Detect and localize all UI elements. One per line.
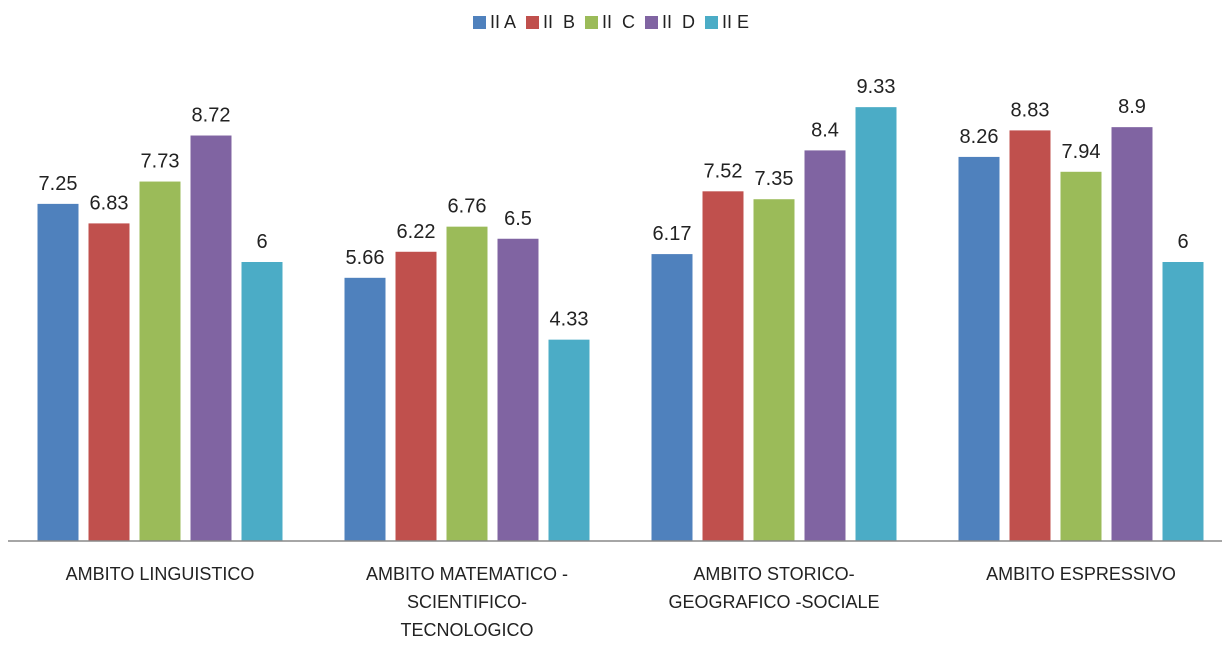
legend-label: II A bbox=[489, 12, 516, 32]
data-label: 7.73 bbox=[141, 151, 180, 173]
data-label: 7.25 bbox=[39, 173, 78, 195]
x-tick-label: AMBITO MATEMATICO - SCIENTIFICO-TECNOLOG… bbox=[366, 564, 568, 640]
legend-swatch bbox=[584, 16, 598, 29]
data-label: 8.9 bbox=[1118, 96, 1146, 118]
legend-item: II D bbox=[645, 12, 695, 33]
bar bbox=[855, 107, 897, 541]
data-label: 9.33 bbox=[857, 76, 896, 98]
bar bbox=[446, 226, 488, 541]
legend-item: II B bbox=[525, 12, 575, 33]
data-label: 6.5 bbox=[504, 208, 532, 230]
data-label: 5.66 bbox=[346, 247, 385, 269]
data-label: 6 bbox=[256, 231, 267, 253]
data-label: 8.83 bbox=[1011, 99, 1050, 121]
bar bbox=[702, 191, 744, 541]
bar bbox=[344, 277, 386, 541]
bar bbox=[804, 150, 846, 541]
bar bbox=[88, 223, 130, 541]
bar bbox=[1162, 262, 1204, 541]
legend: II A II B II C II D II E bbox=[0, 12, 1222, 33]
bar bbox=[958, 156, 1000, 541]
x-tick-label: AMBITO STORICO-GEOGRAFICO -SOCIALE bbox=[668, 564, 880, 612]
legend-label: II B bbox=[542, 12, 575, 32]
legend-swatch bbox=[645, 16, 658, 29]
bar bbox=[190, 135, 232, 541]
legend-label: II D bbox=[662, 12, 696, 32]
legend-item: II C bbox=[584, 12, 635, 33]
data-label: 6.22 bbox=[397, 221, 436, 243]
bar bbox=[497, 238, 539, 541]
data-label: 8.72 bbox=[192, 105, 231, 127]
legend-label: II E bbox=[722, 12, 750, 32]
bar bbox=[241, 262, 283, 541]
data-label: 4.33 bbox=[550, 309, 589, 331]
data-label: 6 bbox=[1177, 231, 1188, 253]
legend-swatch bbox=[705, 16, 719, 29]
bar bbox=[1009, 130, 1051, 541]
legend-swatch bbox=[472, 16, 486, 29]
bar bbox=[395, 251, 437, 541]
bar bbox=[651, 254, 693, 541]
x-tick-label: AMBITO LINGUISTICO bbox=[65, 564, 255, 584]
data-label: 6.83 bbox=[90, 192, 129, 214]
bar bbox=[1111, 127, 1153, 542]
data-label: 7.94 bbox=[1062, 141, 1101, 163]
data-label: 7.52 bbox=[704, 160, 743, 182]
data-label: 7.35 bbox=[755, 168, 794, 190]
bar bbox=[753, 199, 795, 541]
legend-swatch bbox=[525, 16, 539, 29]
data-label: 8.26 bbox=[960, 126, 999, 148]
data-label: 6.17 bbox=[653, 223, 692, 245]
data-label: 8.4 bbox=[811, 119, 839, 141]
bar bbox=[548, 339, 590, 541]
bar bbox=[37, 203, 79, 541]
legend-item: II A bbox=[472, 12, 516, 33]
data-label: 6.76 bbox=[448, 196, 487, 218]
bar bbox=[139, 181, 181, 541]
legend-label: II C bbox=[601, 12, 635, 32]
x-tick-label: AMBITO ESPRESSIVO bbox=[986, 564, 1176, 584]
bar bbox=[1060, 171, 1102, 542]
legend-item: II E bbox=[705, 12, 749, 33]
